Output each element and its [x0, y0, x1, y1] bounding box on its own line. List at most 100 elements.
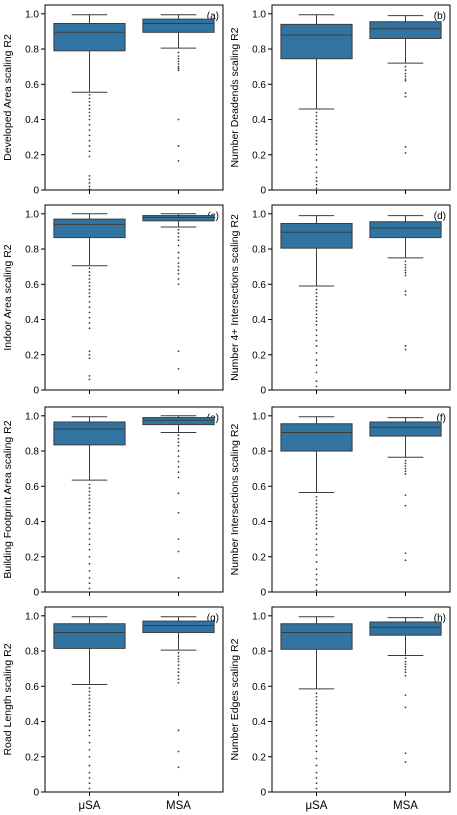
outlier-point — [315, 710, 318, 712]
outlier-point — [315, 499, 318, 502]
outlier-point — [315, 757, 318, 760]
outlier-point — [177, 283, 180, 286]
outlier-point — [177, 235, 180, 238]
iqr-box — [369, 621, 442, 636]
outlier-point — [88, 357, 91, 360]
outlier-point — [88, 504, 91, 507]
outlier-point — [315, 115, 318, 117]
outlier-point — [177, 67, 180, 70]
outlier-point — [177, 667, 180, 670]
outlier-point — [315, 329, 318, 331]
y-tick-label: 0.2 — [252, 150, 266, 161]
outlier-point — [315, 543, 318, 546]
outlier-point — [315, 568, 318, 570]
outlier-point — [315, 510, 318, 512]
outlier-point — [88, 587, 91, 590]
y-tick-label: 0 — [33, 186, 39, 197]
plot-frame — [271, 406, 451, 593]
outlier-point — [315, 706, 318, 709]
iqr-box — [280, 623, 353, 650]
outlier-point — [88, 278, 91, 280]
y-tick-label: 0.2 — [252, 752, 266, 763]
outlier-point — [315, 352, 318, 354]
y-tick-label: 0.2 — [252, 350, 266, 361]
x-tick-label: μSA — [79, 800, 101, 812]
outlier-point — [88, 724, 91, 726]
outlier-point — [88, 322, 91, 324]
outlier-point — [177, 118, 180, 121]
outlier-point — [177, 766, 180, 769]
outlier-point — [177, 671, 180, 674]
outlier-point — [177, 272, 180, 275]
outlier-point — [404, 504, 407, 507]
outlier-point — [88, 494, 91, 496]
outlier-point — [404, 465, 407, 467]
outlier-point — [177, 239, 180, 242]
outlier-point — [88, 501, 91, 504]
outlier-point — [177, 577, 180, 579]
outlier-point — [315, 538, 318, 541]
outlier-point — [315, 717, 318, 719]
outlier-point — [404, 264, 407, 266]
outlier-point — [315, 699, 318, 702]
outlier-point — [88, 527, 91, 530]
y-tick-label: 0 — [260, 788, 266, 799]
outlier-point — [315, 143, 318, 146]
outlier-point — [404, 470, 407, 473]
outlier-point — [88, 316, 91, 319]
plot-frame — [44, 606, 224, 793]
y-tick-label: 1.0 — [252, 209, 266, 220]
outlier-point — [315, 787, 318, 790]
outlier-point — [177, 63, 180, 65]
outlier-point — [177, 550, 180, 553]
outlier-point — [88, 734, 91, 737]
outlier-point — [177, 60, 180, 63]
outlier-point — [177, 655, 180, 658]
outlier-point — [88, 548, 91, 551]
y-tick-label: 0.4 — [252, 115, 266, 126]
outlier-point — [315, 578, 318, 581]
panel-label: (a) — [207, 11, 219, 22]
outlier-point — [315, 524, 318, 526]
iqr-box — [142, 417, 215, 426]
y-tick-label: 0 — [33, 588, 39, 599]
outlier-point — [177, 434, 180, 437]
outlier-point — [88, 155, 91, 158]
y-axis-label: Number Deadends scaling R2 — [229, 27, 241, 167]
outlier-point — [88, 123, 91, 126]
outlier-point — [404, 269, 407, 272]
plot-frame — [271, 204, 451, 391]
outlier-point — [315, 359, 318, 361]
y-tick-label: 0.8 — [25, 447, 39, 458]
outlier-point — [404, 290, 407, 293]
y-axis-label: Indoor Area scaling R2 — [2, 244, 14, 350]
outlier-point — [177, 55, 180, 57]
outlier-point — [177, 244, 180, 247]
outlier-point — [88, 267, 91, 270]
outlier-point — [88, 508, 91, 511]
y-axis-label: Road Length scaling R2 — [2, 643, 14, 755]
outlier-point — [88, 555, 91, 558]
outlier-point — [315, 132, 318, 135]
outlier-point — [177, 471, 180, 474]
outlier-point — [177, 367, 180, 370]
outlier-point — [404, 761, 407, 763]
outlier-point — [404, 559, 407, 562]
outlier-point — [88, 285, 91, 287]
outlier-point — [88, 532, 91, 535]
outlier-point — [88, 755, 91, 758]
outlier-point — [315, 720, 318, 723]
outlier-point — [177, 651, 180, 654]
outlier-point — [88, 748, 91, 751]
outlier-point — [404, 266, 407, 269]
outlier-point — [315, 703, 318, 705]
outlier-point — [315, 171, 318, 174]
outlier-point — [315, 316, 318, 319]
outlier-point — [404, 462, 407, 465]
outlier-point — [315, 584, 318, 586]
iqr-box — [369, 221, 442, 239]
outlier-point — [315, 309, 318, 312]
outlier-point — [88, 538, 91, 541]
outlier-point — [88, 150, 91, 153]
